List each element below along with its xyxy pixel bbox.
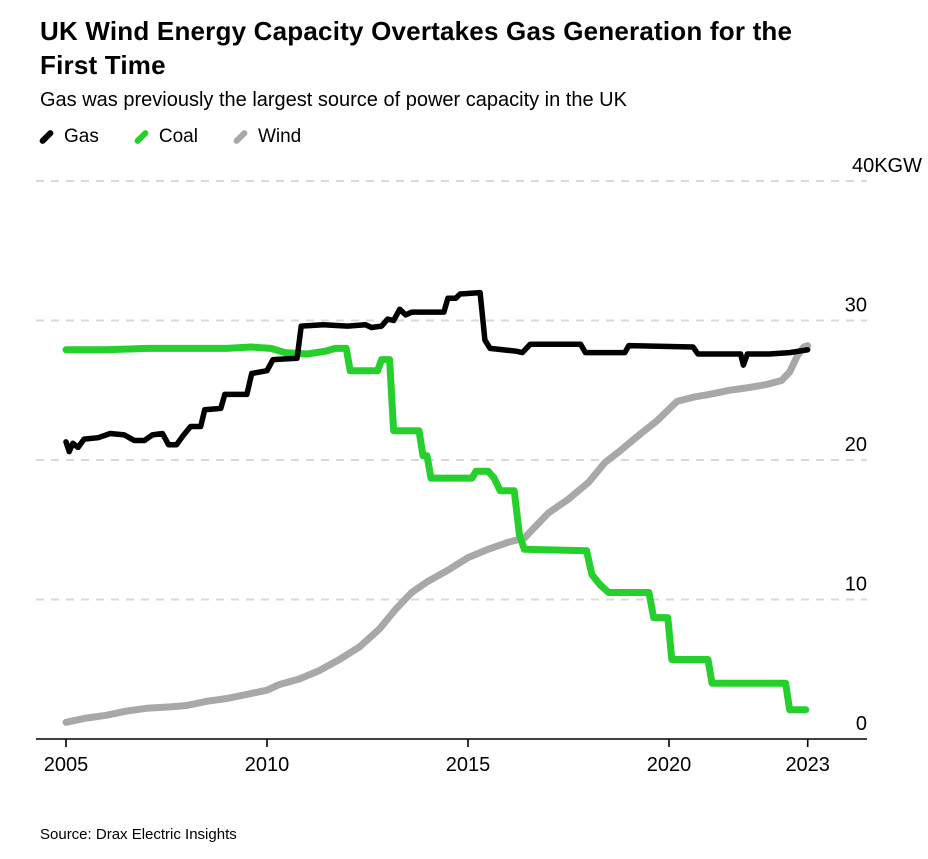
chart-title-line2: First Time <box>40 50 166 80</box>
x-tick-label: 2023 <box>785 754 830 776</box>
legend-item-coal: Coal <box>133 126 198 148</box>
y-tick-label: 0 <box>856 713 867 735</box>
source-credit: Source: Drax Electric Insights <box>40 826 237 843</box>
y-tick-label: 20 <box>845 434 867 456</box>
y-tick-label: 10 <box>845 574 867 596</box>
y-tick-label: 30 <box>845 295 867 317</box>
series-line-coal <box>62 343 810 714</box>
x-tick-label: 2015 <box>446 754 491 776</box>
coal-slash-icon <box>133 128 150 146</box>
legend-label-gas: Gas <box>64 126 99 147</box>
x-tick-label: 2010 <box>245 754 290 776</box>
legend: Gas Coal Wind <box>38 126 301 148</box>
wind-slash-icon <box>232 128 249 146</box>
legend-item-wind: Wind <box>232 126 301 148</box>
chart-subtitle: Gas was previously the largest source of… <box>40 89 627 111</box>
legend-item-gas: Gas <box>38 126 99 148</box>
y-axis-unit-label: 40KGW <box>852 155 922 177</box>
gas-slash-icon <box>38 128 55 146</box>
legend-label-coal: Coal <box>158 126 198 147</box>
chart-title-line1: UK Wind Energy Capacity Overtakes Gas Ge… <box>40 16 793 46</box>
series-line-wind <box>62 342 812 726</box>
series-line-gas <box>63 289 811 455</box>
x-tick-label: 2020 <box>647 754 692 776</box>
x-tick-label: 2005 <box>44 754 89 776</box>
chart-title: UK Wind Energy Capacity Overtakes Gas Ge… <box>40 14 792 82</box>
legend-label-wind: Wind <box>257 126 302 147</box>
